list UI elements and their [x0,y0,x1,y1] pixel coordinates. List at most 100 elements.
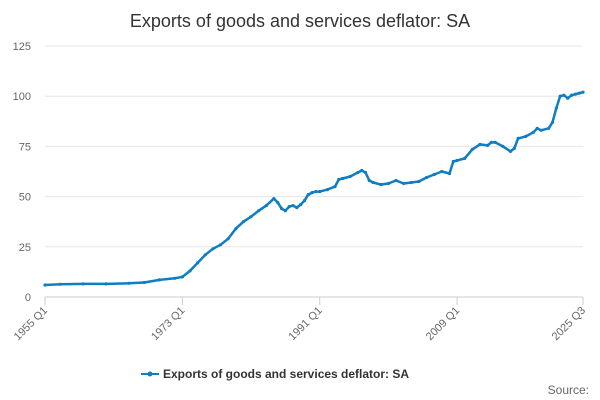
data-point [570,93,574,97]
x-axis-ticks: 1955 Q1 1973 Q1 1991 Q1 2009 Q1 2025 Q3 [12,297,588,343]
data-point [489,140,493,144]
data-point [306,193,310,197]
data-point [291,204,295,208]
data-point [550,120,555,124]
data-point [234,227,238,231]
data-point [524,134,528,138]
data-point [432,172,436,177]
data-point [539,128,543,132]
data-point [508,149,513,153]
data-point [264,204,268,208]
data-point [573,92,578,96]
x-tick-label: 1991 Q1 [287,305,325,343]
legend[interactable]: Exports of goods and services deflator: … [141,367,409,381]
data-point [283,209,287,213]
data-point [337,177,341,182]
data-point [440,169,444,174]
data-point [310,191,314,195]
data-point [241,220,245,224]
data-point [348,174,352,179]
y-tick-label: 100 [13,91,31,103]
data-point [566,96,570,100]
data-point [302,199,307,203]
x-tick-label: 2025 Q3 [550,305,588,343]
data-point [58,282,62,286]
data-point [104,282,108,286]
data-point [173,276,177,280]
chart-title: Exports of goods and services deflator: … [130,11,470,31]
y-tick-label: 25 [19,242,31,254]
data-point [455,158,459,163]
data-point [558,94,562,98]
x-tick-label: 1955 Q1 [12,305,50,343]
data-point [333,185,337,189]
data-point [501,144,505,148]
source-label: Source: [548,383,589,397]
data-point [394,178,398,183]
y-axis-ticks: 0 25 50 75 100 125 [13,41,31,304]
data-point [325,188,329,192]
data-point [535,126,539,130]
data-point [157,278,162,282]
data-point [402,181,406,186]
data-point [360,168,364,173]
data-point [379,183,383,187]
data-point [363,170,368,175]
data-point [562,93,566,97]
data-point [447,171,452,176]
data-point [127,281,131,285]
data-point [276,201,280,205]
legend-label: Exports of goods and services deflator: … [163,367,409,381]
data-point [451,159,455,164]
data-point [142,280,146,285]
data-point [211,247,215,251]
data-point [180,275,184,279]
data-point [409,180,413,185]
data-point [577,91,581,95]
gridlines [45,45,583,248]
data-point [367,178,371,183]
data-point [493,140,497,144]
data-point [531,130,536,134]
data-point [478,142,482,146]
data-point [257,209,261,213]
data-point [287,205,291,209]
data-point [425,175,429,180]
data-point [226,237,230,241]
data-point [218,243,223,247]
legend-dot-marker [147,371,153,377]
x-tick-label: 1973 Q1 [149,305,187,343]
data-point [196,261,200,265]
data-point [547,126,551,130]
y-tick-label: 0 [25,292,31,304]
data-point [81,282,85,286]
data-point [581,90,585,94]
data-point [486,143,490,147]
data-point [280,207,284,211]
data-point [314,190,318,194]
series-line [43,90,585,287]
data-point [249,215,253,219]
data-point [386,181,390,186]
series-points [43,90,585,287]
data-point [295,206,299,210]
data-point [356,170,360,175]
data-point [512,146,516,150]
data-point [417,179,421,184]
y-tick-label: 125 [13,41,31,53]
data-point [516,136,520,140]
data-point [188,269,192,273]
data-point [554,106,558,110]
data-point [371,180,375,185]
data-point [470,147,474,151]
data-point [272,197,276,201]
x-tick-label: 2009 Q1 [424,305,462,343]
data-point [341,176,345,181]
data-point [203,253,207,257]
y-tick-label: 75 [19,141,31,153]
data-point [299,203,303,207]
data-point [318,190,322,194]
y-tick-label: 50 [19,192,31,204]
data-point [43,283,47,287]
